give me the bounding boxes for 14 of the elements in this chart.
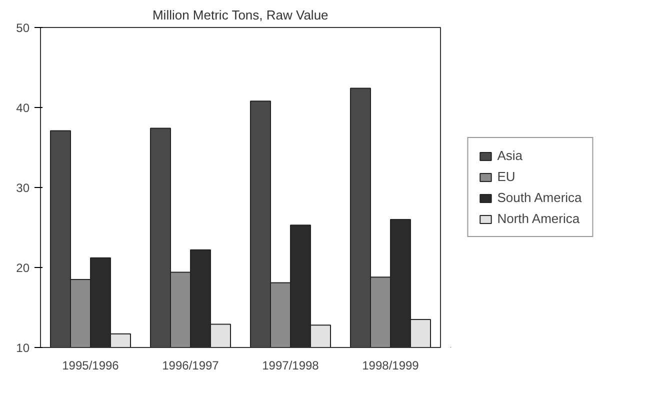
legend-label: Asia xyxy=(497,148,523,163)
x-tick-label: 1998/1999 xyxy=(362,358,420,372)
y-tick-label: 40 xyxy=(16,101,30,115)
y-tick-label: 10 xyxy=(16,341,30,355)
x-tick-label: 1995/1996 xyxy=(62,358,120,372)
y-tick-label: 20 xyxy=(16,261,30,275)
legend-label: South America xyxy=(497,190,582,205)
y-tick-label: 50 xyxy=(16,21,30,35)
legend-label: North America xyxy=(497,211,580,226)
x-tick-label: 1997/1998 xyxy=(262,358,320,372)
chart-title: Million Metric Tons, Raw Value xyxy=(152,8,328,22)
x-tick-label: 1996/1997 xyxy=(162,358,220,372)
y-tick-label: 30 xyxy=(16,181,30,195)
legend-label: EU xyxy=(497,169,516,184)
